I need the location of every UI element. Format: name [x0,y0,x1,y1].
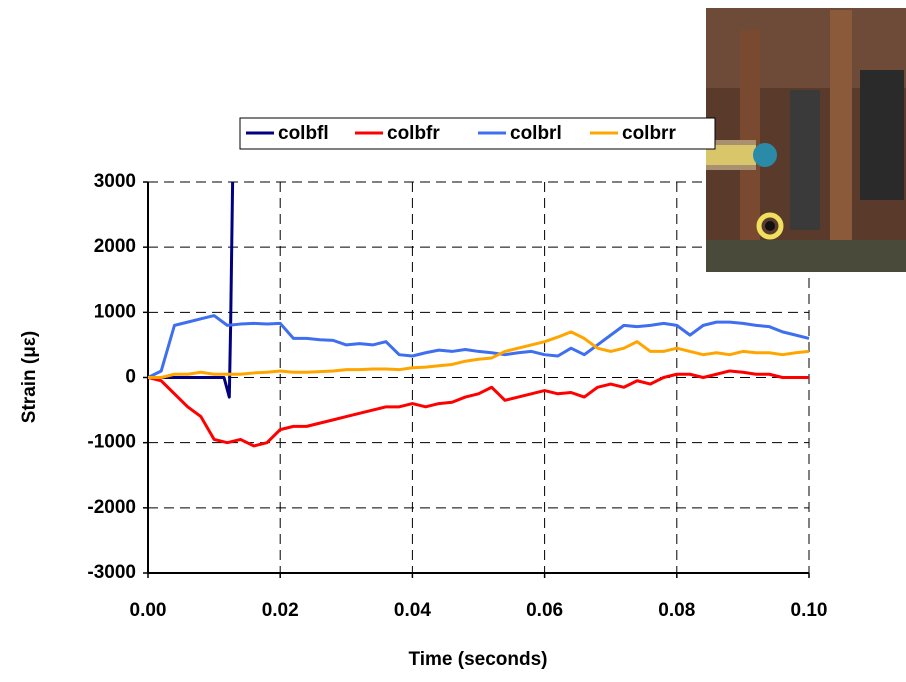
inset-photo [706,8,906,272]
x-tick-label: 0.00 [130,600,167,621]
y-tick-label: 0 [125,367,136,388]
y-tick-label: -2000 [87,497,136,518]
x-axis-label: Time (seconds) [408,649,547,670]
grid: -3000 -2000 -1000 0 1000 2000 3000 0.00 0.02 0.04… [87,171,827,621]
y-axis-label: Strain (με) [19,331,40,423]
lines [148,181,810,448]
x-tick-label: 0.08 [658,600,695,621]
x-tick-label: 0.02 [262,600,299,621]
series-line [148,369,809,448]
y-tick-label: 3000 [94,171,136,192]
y-tick-label: -1000 [87,432,136,453]
series-line [148,314,810,379]
legend-label: colbrr [622,123,676,144]
series-line [148,330,810,379]
y-tick-label: 2000 [94,236,136,257]
y-tick-label: 1000 [94,301,136,322]
series-line [148,181,235,399]
x-tick-label: 0.04 [394,600,431,621]
y-tick-label: -3000 [87,562,136,583]
x-tick-label: 0.10 [791,600,828,621]
x-tick-label: 0.06 [526,600,563,621]
legend-label: colbfl [278,123,329,144]
legend-label: colbrl [510,123,562,144]
legend: colbfl colbfr colbrl colbrr [239,117,716,150]
legend-label: colbfr [387,123,440,144]
